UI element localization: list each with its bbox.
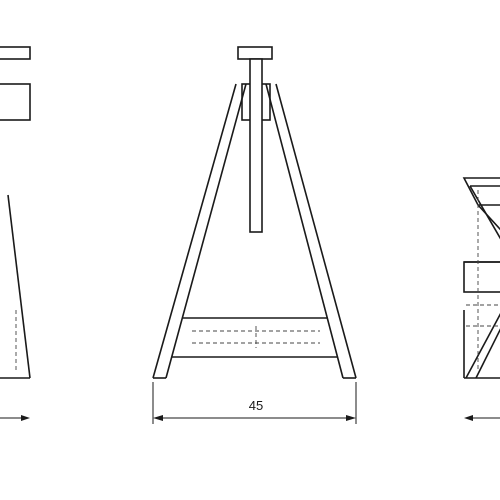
right-view <box>462 177 500 421</box>
center-dimension-arrow-left <box>153 415 163 421</box>
left-upper-block <box>0 83 31 121</box>
right-lower-leg-2 <box>475 328 500 379</box>
center-left-leg-outer <box>152 83 237 379</box>
left-view <box>0 46 31 421</box>
center-handle-top <box>237 46 273 60</box>
center-right-leg-inner <box>265 83 344 379</box>
right-top-head <box>462 177 500 206</box>
left-top-cap <box>0 46 31 60</box>
left-dimension-arrow <box>21 415 30 421</box>
right-middle-block <box>463 261 500 293</box>
center-screw <box>249 58 263 233</box>
right-upper-leg-2 <box>477 204 500 231</box>
right-lower-leg-1 <box>465 312 500 379</box>
right-upper-leg-1 <box>469 185 500 240</box>
right-dimension-arrow <box>464 415 473 421</box>
left-leg <box>7 194 31 379</box>
center-right-leg-outer <box>275 83 357 379</box>
dimension-label: 45 <box>249 398 263 413</box>
center-dimension-arrow-right <box>346 415 356 421</box>
center-left-leg-inner <box>165 83 247 379</box>
center-view: 45 <box>152 46 357 424</box>
